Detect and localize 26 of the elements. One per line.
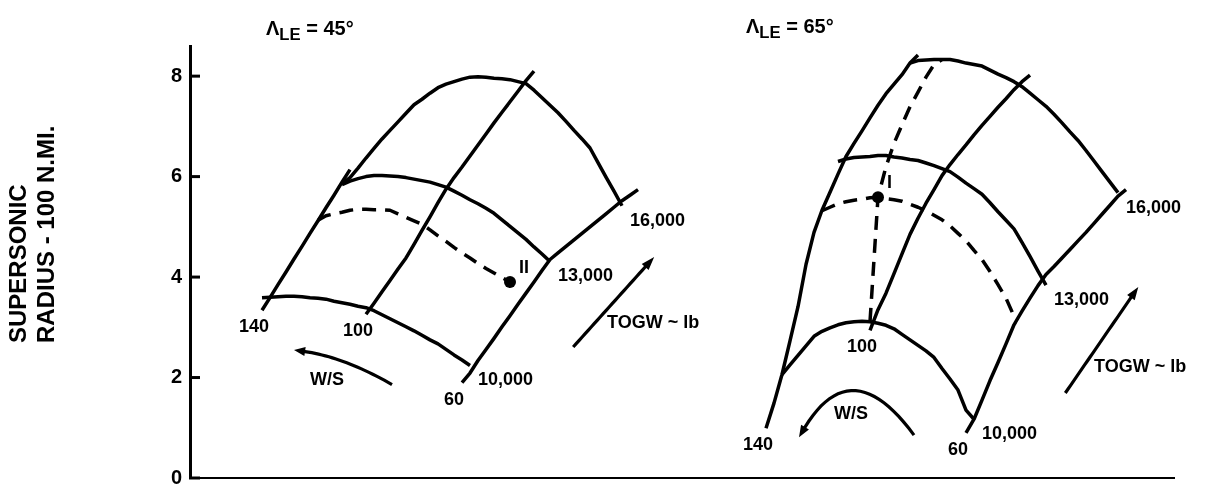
series-label: 10,000 <box>982 423 1038 444</box>
annotation: TOGW ~ lb <box>607 311 700 333</box>
y-tick-label: 6 <box>170 164 182 187</box>
annotation: W/S <box>834 402 868 424</box>
series-label: II <box>519 257 530 278</box>
text: Λ$_{LE}$ = 65° <box>746 14 834 44</box>
annotation: TOGW ~ lb <box>1094 355 1187 377</box>
series-label: 60 <box>947 438 969 459</box>
series-label: 100 <box>846 336 878 357</box>
series-label: 140 <box>238 316 270 337</box>
text: Λ$_{LE}$ = 45° <box>266 16 354 46</box>
annotation: W/S <box>310 368 344 390</box>
series-label: 140 <box>742 434 774 455</box>
series-label: 60 <box>443 388 465 409</box>
series-label: 13,000 <box>1054 289 1110 310</box>
y-tick-label: 0 <box>170 465 182 488</box>
series-label: 10,000 <box>478 369 534 390</box>
series-label: 13,000 <box>558 265 614 286</box>
y-tick-label: 4 <box>170 264 183 287</box>
series-label: I <box>887 172 893 193</box>
y-tick-label: 2 <box>170 365 182 388</box>
series-label: 100 <box>342 320 374 341</box>
series-label: 16,000 <box>1126 196 1182 217</box>
y-axis-title: SUPERSONIC RADIUS - 100 N.MI. <box>4 124 60 343</box>
series-label: 16,000 <box>630 209 686 230</box>
y-tick-label: 8 <box>170 63 182 86</box>
